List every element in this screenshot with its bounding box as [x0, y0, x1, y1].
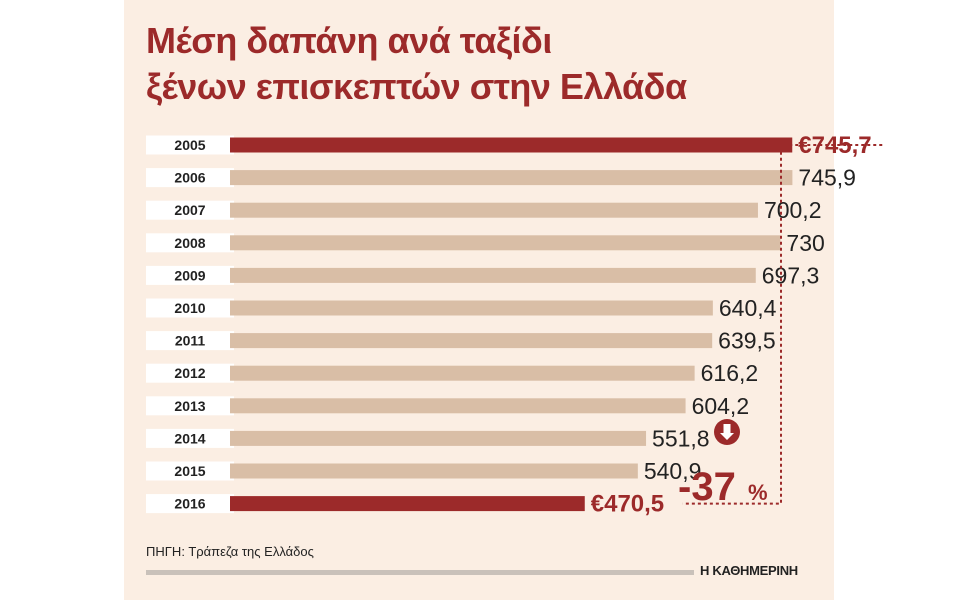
bar-2005	[230, 137, 793, 153]
year-label-bg-2014	[146, 428, 234, 448]
year-label-2011: 2011	[175, 333, 206, 349]
change-bracket	[682, 144, 883, 505]
year-label-2014: 2014	[174, 430, 205, 446]
value-label-2014: 551,8	[652, 425, 710, 451]
year-label-2007: 2007	[174, 202, 205, 218]
value-label-2015: 540,9	[644, 458, 702, 484]
year-label-bg-2010	[146, 298, 234, 318]
year-label-bg-2013	[146, 396, 234, 416]
bar-2007	[230, 202, 758, 218]
value-label-2007: 700,2	[764, 197, 822, 223]
change-unit: %	[748, 480, 768, 505]
year-label-2005: 2005	[174, 137, 205, 153]
bar-2013	[230, 398, 686, 414]
value-label-2005: €745,7	[798, 132, 871, 159]
value-label-2012: 616,2	[701, 360, 759, 386]
bar-chart: 2005 €745,7 2006 745,9 2007 700,2 2008 730 2009 6…	[146, 132, 883, 518]
arrow-down-glyph	[720, 424, 734, 440]
year-label-bg-2012	[146, 363, 234, 383]
bar-2006	[230, 170, 793, 186]
source-note: ΠΗΓΗ: Τράπεζα της Ελλάδος	[146, 544, 314, 559]
year-label-2006: 2006	[174, 170, 205, 186]
value-label-2009: 697,3	[762, 262, 820, 288]
year-label-bg-2015	[146, 461, 234, 481]
year-label-2008: 2008	[174, 235, 205, 251]
year-label-2016: 2016	[174, 496, 205, 512]
bar-2009	[230, 267, 756, 283]
bar-2008	[230, 235, 781, 251]
brand-logo: Η ΚΑΘΗΜΕΡΙΝΗ	[700, 563, 798, 578]
value-label-2008: 730	[786, 230, 824, 256]
bar-2016	[230, 496, 585, 512]
bar-2010	[230, 300, 713, 316]
bar-2014	[230, 430, 647, 446]
chart-title: Μέση δαπάνη ανά ταξίδι ξένων επισκεπτών …	[146, 18, 687, 110]
year-label-bg-2006	[146, 168, 234, 188]
value-label-2006: 745,9	[798, 165, 856, 191]
bar-2015	[230, 463, 638, 479]
value-label-2013: 604,2	[692, 393, 750, 419]
bar-2012	[230, 365, 695, 381]
year-label-2013: 2013	[174, 398, 205, 414]
year-label-bg-2011	[146, 331, 234, 351]
value-label-2011: 639,5	[718, 328, 776, 354]
bar-2011	[230, 333, 713, 349]
value-label-2016: €470,5	[591, 491, 664, 518]
year-label-bg-2005	[146, 135, 234, 155]
footer-divider	[146, 570, 694, 575]
title-line-1: Μέση δαπάνη ανά ταξίδι	[146, 20, 552, 61]
year-label-2012: 2012	[174, 365, 205, 381]
year-label-2010: 2010	[174, 300, 205, 316]
year-label-2015: 2015	[174, 463, 205, 479]
title-line-2: ξένων επισκεπτών στην Ελλάδα	[146, 66, 687, 107]
value-label-2010: 640,4	[719, 295, 777, 321]
change-value: -37	[678, 465, 736, 509]
year-label-bg-2016	[146, 494, 234, 514]
year-label-bg-2009	[146, 265, 234, 285]
year-label-bg-2008	[146, 233, 234, 253]
year-label-bg-2007	[146, 200, 234, 220]
year-label-2009: 2009	[174, 267, 205, 283]
